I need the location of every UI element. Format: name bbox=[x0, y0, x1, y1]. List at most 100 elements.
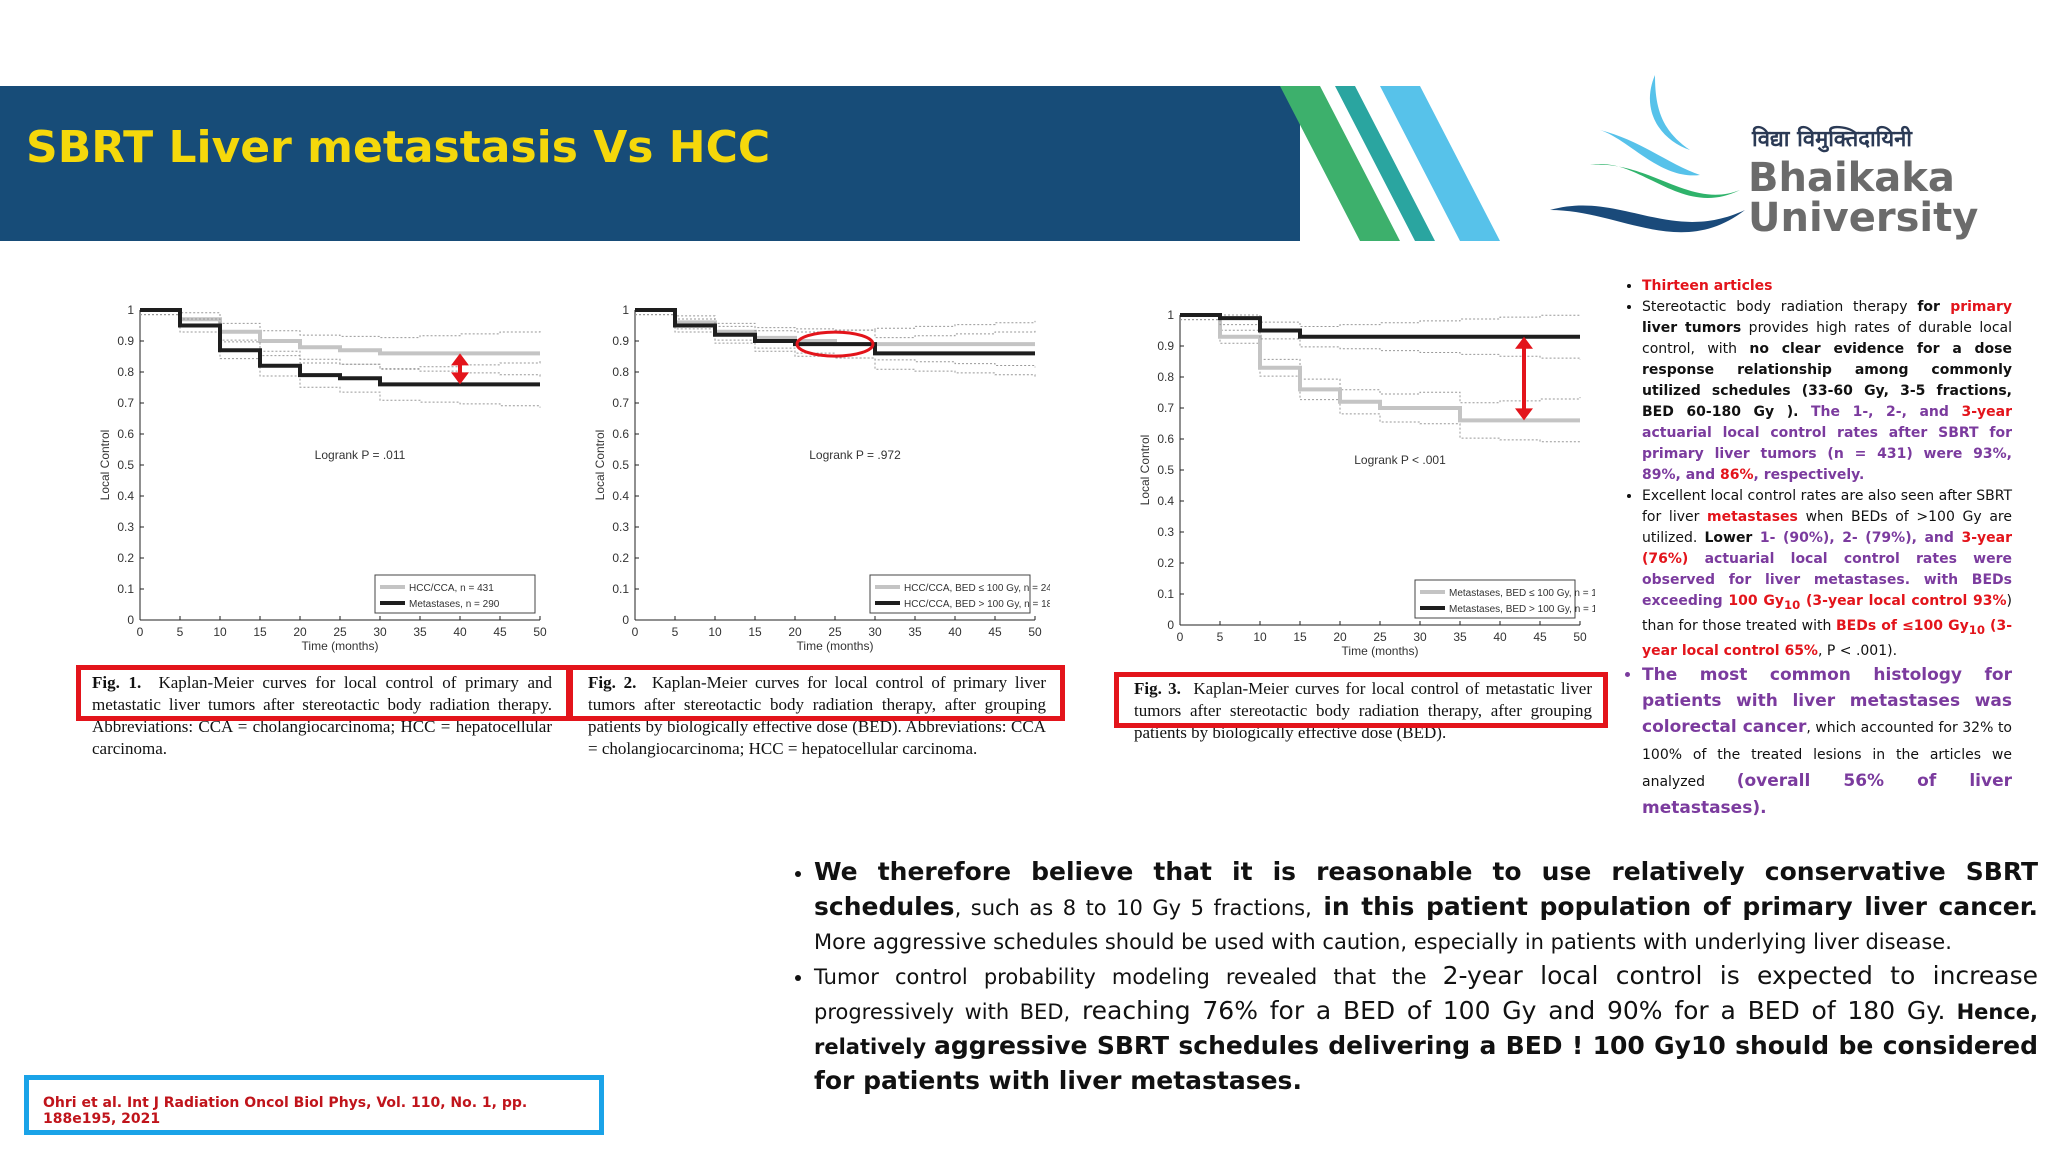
y-tick-label: 0.8 bbox=[117, 365, 134, 379]
highlight-box-2 bbox=[568, 665, 1065, 721]
x-tick-label: 45 bbox=[988, 625, 1002, 639]
series-line-0 bbox=[1180, 313, 1580, 423]
series-line-1 bbox=[1180, 313, 1580, 339]
ci-lower-1 bbox=[140, 314, 541, 408]
y-tick-label: 0.4 bbox=[1157, 494, 1174, 508]
y-tick-label: 0.5 bbox=[612, 458, 629, 472]
x-tick-label: 25 bbox=[1373, 630, 1387, 644]
x-tick-label: 40 bbox=[453, 625, 467, 639]
x-tick-label: 50 bbox=[1028, 625, 1042, 639]
arrow-head-up bbox=[451, 353, 469, 366]
legend-label: HCC/CCA, n = 431 bbox=[409, 583, 494, 594]
x-axis-label: Time (months) bbox=[797, 639, 874, 653]
y-tick-label: 0 bbox=[1167, 618, 1174, 632]
y-tick-label: 0.9 bbox=[612, 334, 629, 348]
x-tick-label: 20 bbox=[788, 625, 802, 639]
x-tick-label: 15 bbox=[253, 625, 267, 639]
y-tick-label: 0.2 bbox=[117, 551, 134, 565]
x-tick-label: 25 bbox=[828, 625, 842, 639]
summary-item-2: Stereotactic body radiation therapy for … bbox=[1642, 297, 2012, 486]
highlight-ellipse bbox=[795, 330, 875, 358]
arrow-head-up bbox=[1515, 336, 1533, 349]
ci-lower-0 bbox=[140, 314, 541, 377]
x-tick-label: 0 bbox=[632, 625, 639, 639]
km-plot-3: 00.10.20.30.40.50.60.70.80.910 5 10 15 20 25 3… bbox=[1138, 308, 1595, 658]
logrank-label: Logrank P = .011 bbox=[315, 448, 406, 462]
logrank-label: Logrank P = .972 bbox=[809, 448, 901, 462]
conclusions: We therefore believe that it is reasonab… bbox=[784, 855, 2038, 1099]
x-tick-label: 30 bbox=[373, 625, 387, 639]
y-tick-label: 0.2 bbox=[1157, 556, 1174, 570]
y-tick-label: 0.3 bbox=[1157, 525, 1174, 539]
title-banner bbox=[0, 86, 1300, 241]
legend-label: HCC/CCA, BED > 100 Gy, n = 189 bbox=[904, 599, 1050, 610]
series-line-0 bbox=[140, 308, 540, 356]
y-tick-label: 0.6 bbox=[117, 427, 134, 441]
logo-name-line1: Bhaikaka bbox=[1748, 155, 1955, 201]
km-plot-1: 00.10.20.30.40.50.60.70.80.910 5 10 15 20 25 3… bbox=[98, 303, 547, 653]
y-axis-label: Local Control bbox=[593, 430, 607, 501]
legend-label: HCC/CCA, BED ≤ 100 Gy, n = 242 bbox=[904, 583, 1050, 594]
x-tick-label: 10 bbox=[213, 625, 227, 639]
legend-label: Metastases, n = 290 bbox=[409, 599, 500, 610]
x-tick-label: 30 bbox=[868, 625, 882, 639]
x-tick-label: 10 bbox=[708, 625, 722, 639]
y-tick-label: 0.1 bbox=[117, 582, 134, 596]
x-tick-label: 45 bbox=[1533, 630, 1547, 644]
km-plot-2: 00.10.20.30.40.50.60.70.80.910 5 10 15 20 25 3… bbox=[593, 303, 1050, 653]
y-tick-label: 0.9 bbox=[117, 334, 134, 348]
logrank-label: Logrank P < .001 bbox=[1354, 453, 1446, 467]
y-tick-label: 0 bbox=[127, 613, 134, 627]
highlight-box-1 bbox=[76, 665, 571, 721]
y-axis-label: Local Control bbox=[1138, 435, 1152, 506]
series-line-1 bbox=[635, 308, 1035, 356]
x-tick-label: 40 bbox=[948, 625, 962, 639]
x-tick-label: 30 bbox=[1413, 630, 1427, 644]
conclusion-item-2: Tumor control probability modeling revea… bbox=[814, 959, 2038, 1099]
x-tick-label: 35 bbox=[908, 625, 922, 639]
logo-name-line2: University bbox=[1748, 195, 1979, 241]
ci-upper-0 bbox=[1180, 314, 1581, 404]
x-tick-label: 10 bbox=[1253, 630, 1267, 644]
figure-caption-2: Fig. 2. Kaplan-Meier curves for local co… bbox=[588, 673, 1047, 758]
x-tick-label: 20 bbox=[293, 625, 307, 639]
y-tick-label: 1 bbox=[622, 303, 629, 317]
logo-name: Bhaikaka University bbox=[1748, 158, 1978, 238]
x-tick-label: 40 bbox=[1493, 630, 1507, 644]
y-tick-label: 0.3 bbox=[117, 520, 134, 534]
x-tick-label: 50 bbox=[1573, 630, 1587, 644]
y-tick-label: 1 bbox=[127, 303, 134, 317]
summary-panel: Thirteen articles Stereotactic body radi… bbox=[1612, 276, 2012, 821]
x-tick-label: 45 bbox=[493, 625, 507, 639]
x-tick-label: 5 bbox=[672, 625, 679, 639]
y-axis-label: Local Control bbox=[98, 430, 112, 501]
y-tick-label: 0.8 bbox=[612, 365, 629, 379]
ci-upper-0 bbox=[140, 309, 541, 339]
ci-upper-1 bbox=[1180, 314, 1581, 327]
x-tick-label: 0 bbox=[137, 625, 144, 639]
y-tick-label: 0.9 bbox=[1157, 339, 1174, 353]
y-tick-label: 0.6 bbox=[612, 427, 629, 441]
x-tick-label: 20 bbox=[1333, 630, 1347, 644]
y-tick-label: 0.1 bbox=[1157, 587, 1174, 601]
x-tick-label: 5 bbox=[1217, 630, 1224, 644]
y-tick-label: 0 bbox=[622, 613, 629, 627]
legend-box bbox=[869, 574, 1031, 614]
page-title: SBRT Liver metastasis Vs HCC bbox=[26, 122, 771, 173]
x-tick-label: 15 bbox=[748, 625, 762, 639]
x-tick-label: 35 bbox=[413, 625, 427, 639]
legend-box bbox=[374, 574, 536, 614]
x-axis-label: Time (months) bbox=[1342, 644, 1419, 658]
x-tick-label: 35 bbox=[1453, 630, 1467, 644]
arrow-head-down bbox=[451, 372, 469, 385]
x-tick-label: 15 bbox=[1293, 630, 1307, 644]
y-tick-label: 0.5 bbox=[1157, 463, 1174, 477]
legend-box bbox=[1414, 579, 1576, 619]
y-tick-label: 0.6 bbox=[1157, 432, 1174, 446]
y-tick-label: 0.7 bbox=[1157, 401, 1174, 415]
reference-citation: Ohri et al. Int J Radiation Oncol Biol P… bbox=[24, 1075, 604, 1135]
y-tick-label: 0.2 bbox=[612, 551, 629, 565]
series-line-1 bbox=[140, 308, 540, 387]
y-tick-label: 0.1 bbox=[612, 582, 629, 596]
summary-item-4: The most common histology for patients w… bbox=[1642, 662, 2012, 821]
